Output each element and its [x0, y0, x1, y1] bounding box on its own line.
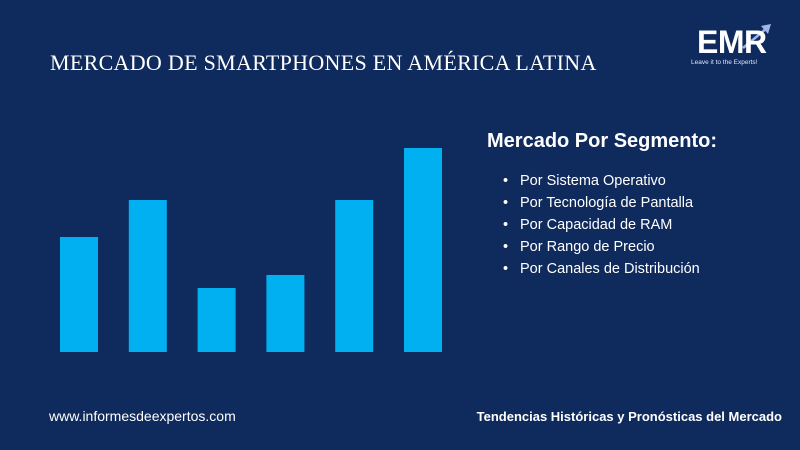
logo-tagline: Leave it to the Experts!: [691, 59, 758, 66]
chart-bar: [266, 275, 305, 352]
chart-bar: [60, 237, 98, 352]
footer-tagline: Tendencias Históricas y Pronósticas del …: [476, 409, 782, 424]
chart-bar: [197, 288, 236, 352]
list-item: • Por Sistema Operativo: [503, 173, 666, 189]
segment-label: Por Canales de Distribución: [520, 261, 700, 277]
segment-label: Por Capacidad de RAM: [520, 217, 673, 233]
list-item: • Por Rango de Precio: [503, 239, 655, 255]
page-title: MERCADO DE SMARTPHONES EN AMÉRICA LATINA: [50, 50, 597, 75]
list-item: • Por Tecnología de Pantalla: [503, 195, 694, 211]
bar-chart: [60, 148, 442, 352]
chart-bar: [335, 200, 374, 352]
segment-label: Por Tecnología de Pantalla: [520, 195, 694, 211]
list-item: • Por Capacidad de RAM: [503, 217, 673, 233]
emr-logo: EMR Leave it to the Experts!: [683, 20, 791, 72]
logo-brand: EMR: [697, 24, 767, 60]
segment-list: • Por Sistema Operativo • Por Tecnología d…: [503, 170, 700, 280]
segment-heading: Mercado Por Segmento:: [487, 130, 718, 152]
logo-arrow-icon: [742, 24, 771, 49]
segment-label: Por Rango de Precio: [520, 239, 655, 255]
website-link[interactable]: www.informesdeexpertos.com: [49, 408, 236, 424]
list-item: • Por Canales de Distribución: [503, 261, 700, 277]
chart-bar: [128, 200, 167, 352]
chart-bar: [404, 148, 442, 352]
segment-label: Por Sistema Operativo: [520, 173, 666, 189]
